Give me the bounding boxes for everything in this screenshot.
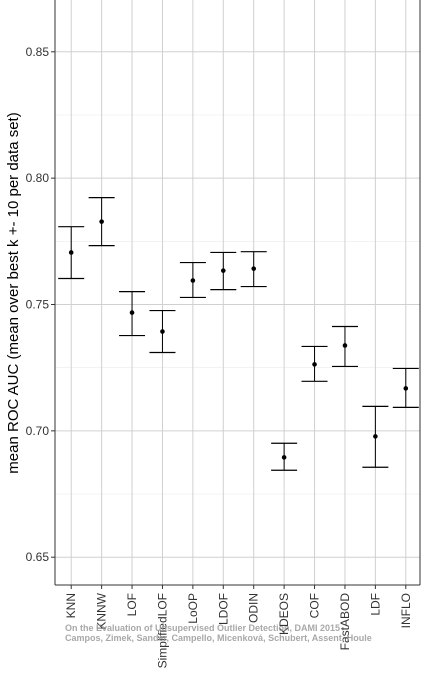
point <box>220 268 226 273</box>
point <box>160 329 165 334</box>
x-tick-label: KNN <box>64 593 78 618</box>
x-tick-label: LDOF <box>216 593 230 625</box>
y-tick-label: 0.80 <box>26 171 50 185</box>
x-tick-label: SimplifiedLOF <box>155 593 169 668</box>
point <box>403 386 409 391</box>
plot-background <box>55 0 420 585</box>
labels: 0.65 0.70 0.75 0.80 0.85 KNN KNNW LOF Simplified… <box>26 45 413 669</box>
point <box>251 266 257 271</box>
point <box>312 362 317 367</box>
y-axis-title: mean ROC AUC (mean over best k +- 10 per… <box>5 112 22 473</box>
y-tick-label: 0.65 <box>26 550 50 564</box>
point <box>373 434 378 439</box>
point <box>281 455 287 460</box>
x-tick-label: COF <box>308 593 322 618</box>
y-tick-label: 0.75 <box>26 298 50 312</box>
point <box>190 278 196 283</box>
x-tick-label: KDEOS <box>277 593 291 635</box>
watermark: Campos, Zimek, Sander, Campello, Micenko… <box>65 633 372 643</box>
x-tick-label: KNNW <box>95 592 109 629</box>
x-tick-label: LoOP <box>186 593 200 624</box>
y-tick-label: 0.70 <box>26 424 50 438</box>
point <box>99 219 104 224</box>
x-tick-label: ODIN <box>247 593 261 623</box>
x-tick-label: LOF <box>125 593 139 616</box>
x-tick-label: INFLO <box>399 593 413 628</box>
point <box>342 343 348 348</box>
watermark: On the Evaluation of Unsupervised Outlie… <box>65 623 340 633</box>
point <box>68 250 74 255</box>
x-tick-label: FastABOD <box>338 593 352 651</box>
x-tick-label: LDF <box>368 593 382 616</box>
y-tick-label: 0.85 <box>26 45 50 59</box>
point <box>129 310 135 315</box>
marks <box>58 197 419 471</box>
